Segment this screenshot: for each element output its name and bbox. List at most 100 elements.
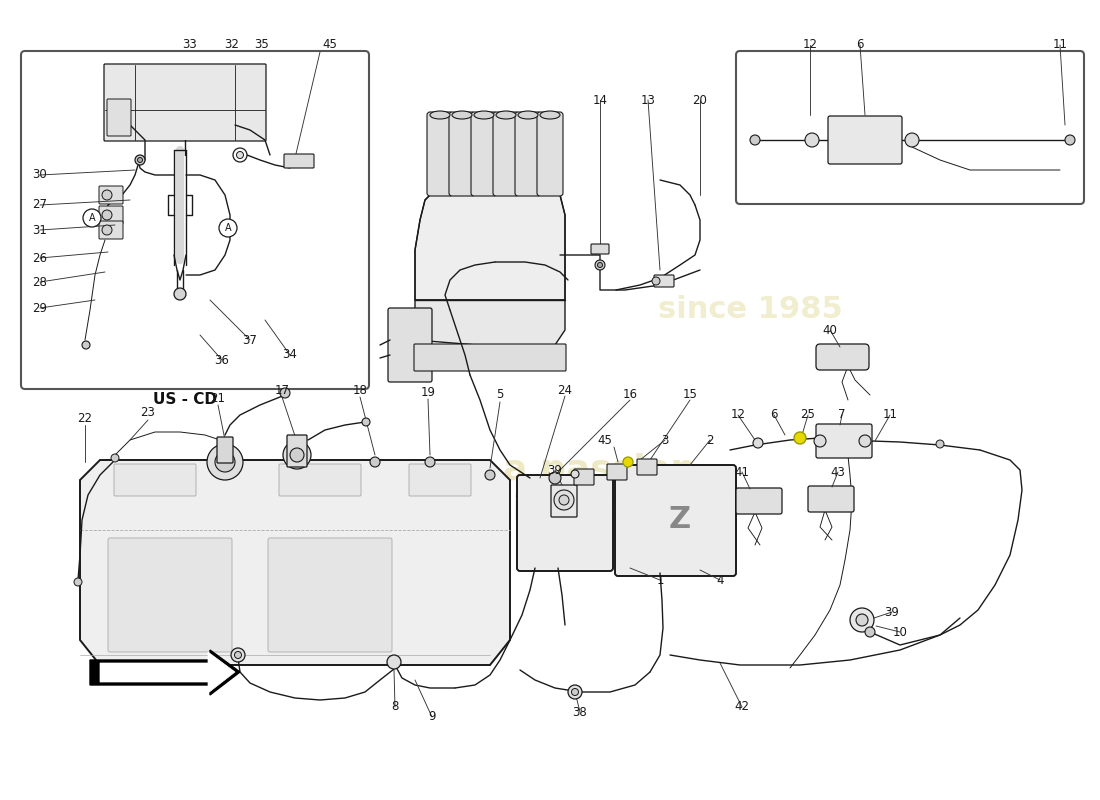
Circle shape [82,341,90,349]
Circle shape [283,441,311,469]
Text: 40: 40 [823,323,837,337]
Text: 28: 28 [33,275,47,289]
Text: Z: Z [669,506,691,534]
FancyBboxPatch shape [654,275,674,287]
FancyBboxPatch shape [816,344,869,370]
Circle shape [234,651,242,658]
Circle shape [549,472,561,484]
Circle shape [207,444,243,480]
FancyBboxPatch shape [279,464,361,496]
Circle shape [754,438,763,448]
FancyBboxPatch shape [816,424,872,458]
Circle shape [859,435,871,447]
Circle shape [485,470,495,480]
FancyBboxPatch shape [114,464,196,496]
FancyBboxPatch shape [99,206,123,224]
Text: 45: 45 [322,38,338,51]
FancyBboxPatch shape [607,464,627,480]
Circle shape [652,277,660,285]
Text: 2: 2 [706,434,714,446]
Circle shape [102,225,112,235]
FancyBboxPatch shape [388,308,432,382]
Text: 8: 8 [392,701,398,714]
Text: 39: 39 [884,606,900,618]
Circle shape [425,457,435,467]
Text: 17: 17 [275,383,289,397]
Circle shape [814,435,826,447]
Circle shape [936,440,944,448]
Circle shape [236,151,243,158]
FancyBboxPatch shape [217,437,233,463]
Circle shape [387,655,402,669]
Text: A: A [89,213,96,223]
Text: 42: 42 [735,701,749,714]
FancyBboxPatch shape [99,186,123,204]
Text: 23: 23 [141,406,155,418]
Circle shape [219,219,236,237]
Circle shape [174,288,186,300]
FancyBboxPatch shape [409,464,471,496]
Text: 22: 22 [77,411,92,425]
Circle shape [111,454,119,462]
Text: 4: 4 [716,574,724,586]
Circle shape [623,457,632,467]
Circle shape [1065,135,1075,145]
Text: 43: 43 [830,466,846,478]
Text: 19: 19 [420,386,436,398]
Text: a passion
since 1985: a passion since 1985 [174,534,426,626]
FancyBboxPatch shape [591,244,609,254]
Ellipse shape [496,111,516,119]
Ellipse shape [540,111,560,119]
Text: 1: 1 [657,574,663,586]
Text: 3: 3 [661,434,669,446]
FancyBboxPatch shape [108,538,232,652]
Polygon shape [100,652,235,693]
Circle shape [135,155,145,165]
Text: 30: 30 [33,169,47,182]
Text: 18: 18 [353,383,367,397]
FancyBboxPatch shape [268,538,392,652]
Text: 7: 7 [838,409,846,422]
Circle shape [805,133,820,147]
Ellipse shape [474,111,494,119]
Circle shape [370,457,379,467]
FancyBboxPatch shape [517,475,613,571]
FancyBboxPatch shape [828,116,902,164]
Text: 20: 20 [693,94,707,106]
Text: 24: 24 [558,383,572,397]
Circle shape [905,133,918,147]
Text: 37: 37 [243,334,257,346]
Circle shape [750,135,760,145]
Circle shape [856,614,868,626]
FancyBboxPatch shape [515,112,541,196]
Text: 5: 5 [496,389,504,402]
Text: A: A [224,223,231,233]
Text: 25: 25 [801,409,815,422]
FancyBboxPatch shape [21,51,368,389]
Text: 16: 16 [623,389,638,402]
FancyBboxPatch shape [736,51,1084,204]
Circle shape [850,608,875,632]
Text: 14: 14 [593,94,607,106]
Text: 6: 6 [856,38,864,51]
Text: since 1985: since 1985 [658,295,843,325]
FancyBboxPatch shape [574,469,594,485]
Circle shape [865,627,874,637]
Text: 12: 12 [803,38,817,51]
FancyBboxPatch shape [537,112,563,196]
Circle shape [290,448,304,462]
FancyBboxPatch shape [449,112,475,196]
Polygon shape [80,460,510,665]
Circle shape [102,210,112,220]
Ellipse shape [430,111,450,119]
Text: 45: 45 [597,434,613,446]
Circle shape [233,148,248,162]
Text: 33: 33 [183,38,197,51]
FancyBboxPatch shape [287,435,307,467]
FancyBboxPatch shape [107,99,131,136]
Text: 15: 15 [683,389,697,402]
Text: 38: 38 [573,706,587,718]
Ellipse shape [518,111,538,119]
FancyBboxPatch shape [637,459,657,475]
FancyBboxPatch shape [99,221,123,239]
